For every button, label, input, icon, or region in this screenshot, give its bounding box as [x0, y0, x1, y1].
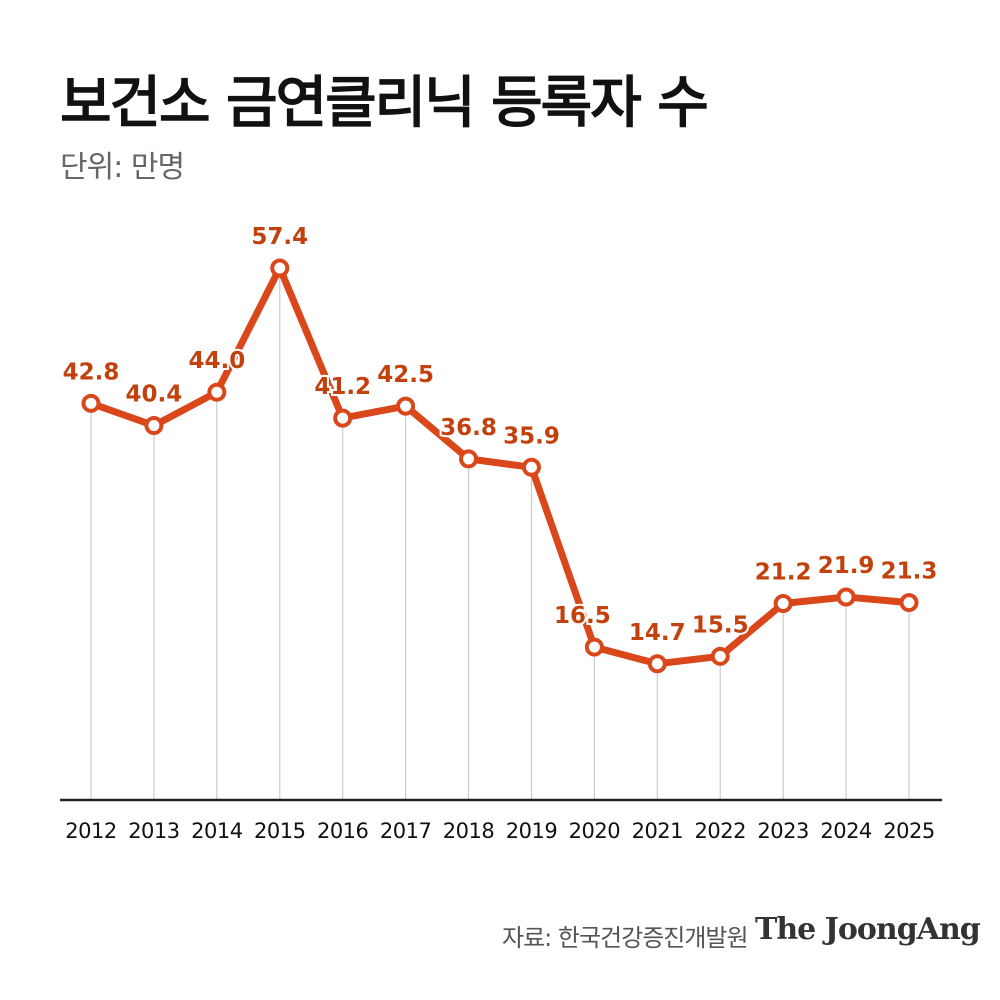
x-tick-label: 2024: [820, 819, 872, 843]
data-point: [81, 393, 101, 413]
data-point: [396, 396, 416, 416]
data-label: 44.0: [188, 348, 245, 374]
data-label: 36.8: [440, 415, 497, 441]
data-point: [584, 637, 604, 657]
data-labels: 42.840.444.0 57.4 41.2 42.5 36.8 35.9 16.5 14.7…: [61, 222, 940, 648]
data-point: [207, 382, 227, 402]
data-label: 41.2: [314, 374, 371, 400]
data-label: 42.8: [63, 359, 120, 385]
unit-label: 단위: 만명: [60, 150, 185, 185]
x-tick-label: 2019: [506, 819, 557, 843]
data-point: [333, 408, 353, 428]
chart-title: 보건소 금연클리닉 등록자 수: [60, 71, 709, 136]
data-point: [270, 258, 290, 278]
data-point: [773, 594, 793, 614]
brand-logo: The JoongAng: [755, 912, 981, 947]
data-point: [647, 654, 667, 674]
x-tick-label: 2013: [128, 819, 179, 843]
x-tick-label: 2022: [695, 819, 746, 843]
series-line: [87, 264, 913, 668]
x-tick-label: 2025: [883, 819, 934, 843]
data-point: [836, 587, 856, 607]
source-note: 자료: 한국건강증진개발원: [502, 924, 749, 952]
x-tick-label: 2020: [569, 819, 620, 843]
data-point: [144, 416, 164, 436]
data-point: [710, 646, 730, 666]
data-point: [899, 593, 919, 613]
x-tick-label: 2023: [757, 819, 808, 843]
x-tick-label: 2016: [317, 819, 369, 843]
x-tick-label: 2017: [380, 819, 431, 843]
x-tick-label: 2012: [65, 819, 116, 843]
data-label: 21.9: [818, 553, 875, 579]
data-label: 35.9: [503, 423, 560, 449]
data-points: [81, 258, 919, 674]
data-label: 40.4: [126, 382, 183, 408]
data-label: 57.4: [251, 224, 308, 250]
x-tick-label: 2018: [443, 819, 494, 843]
x-tick-label: 2014: [191, 819, 243, 843]
x-tick-labels: 2012 2013 2014 2015 2016 2017 2018 2019 2020 2021…: [65, 819, 935, 843]
data-label: 21.3: [881, 559, 938, 585]
data-label: 14.7: [629, 620, 686, 646]
data-label: 42.5: [377, 362, 434, 388]
x-tick-label: 2015: [254, 819, 305, 843]
data-point: [459, 449, 479, 469]
data-point: [521, 457, 541, 477]
data-label: 15.5: [692, 612, 749, 638]
x-tick-label: 2021: [632, 819, 683, 843]
data-label: 16.5: [554, 603, 611, 629]
data-label: 21.2: [755, 560, 812, 586]
drop-lines: [90, 268, 910, 800]
